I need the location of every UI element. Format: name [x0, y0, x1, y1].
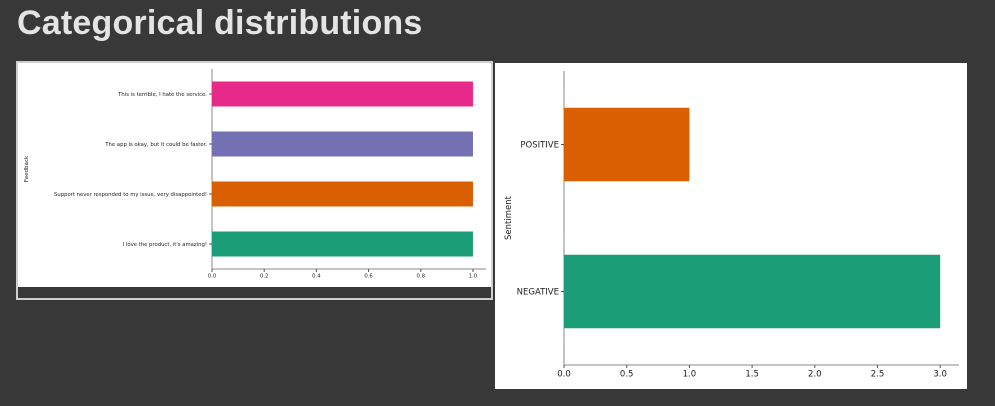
category-label: The app is okay, but it could be faster.: [104, 142, 207, 148]
sentiment-chart: NEGATIVE POSITIVE 0.0 0.5 1.0 1.5 2.0 2.5 3.0 Sen…: [495, 63, 967, 389]
category-label: POSITIVE: [520, 140, 559, 150]
bar-2: [212, 131, 473, 157]
chart-bottom-strip: [18, 287, 491, 298]
bar-3: [212, 81, 473, 107]
y-axis-label: Sentiment: [504, 195, 514, 240]
x-tick-label: 0.0: [208, 273, 217, 279]
category-label: This is terrible, I hate the service.: [117, 92, 207, 98]
x-tick-label: 3.0: [933, 370, 947, 380]
x-tick-label: 0.4: [312, 273, 321, 279]
bar-0: [212, 231, 473, 257]
category-label: NEGATIVE: [517, 287, 559, 297]
x-tick-label: 0.5: [620, 370, 634, 380]
x-tick-label: 1.5: [745, 370, 759, 380]
feedback-chart-svg: I love the product, it's amazing! Support…: [24, 69, 486, 279]
bar-1: [212, 181, 473, 207]
x-tick-label: 0.0: [557, 370, 571, 380]
feedback-chart: I love the product, it's amazing! Support…: [16, 61, 493, 300]
bar-0: [564, 254, 941, 329]
category-label: Support never responded to my issue, ver…: [54, 192, 207, 198]
x-tick-label: 2.0: [808, 370, 822, 380]
x-tick-label: 1.0: [683, 370, 697, 380]
sentiment-chart-svg: NEGATIVE POSITIVE 0.0 0.5 1.0 1.5 2.0 2.5 3.0 Sen…: [504, 71, 959, 380]
bar-1: [564, 107, 690, 182]
page-title: Categorical distributions: [17, 4, 423, 42]
x-tick-label: 1.0: [469, 273, 478, 279]
x-tick-label: 0.2: [260, 273, 268, 279]
x-tick-label: 0.6: [364, 273, 373, 279]
x-tick-label: 0.8: [417, 273, 426, 279]
category-label: I love the product, it's amazing!: [123, 242, 207, 248]
y-axis-label: Feedback: [24, 155, 30, 182]
x-tick-label: 2.5: [871, 370, 885, 380]
